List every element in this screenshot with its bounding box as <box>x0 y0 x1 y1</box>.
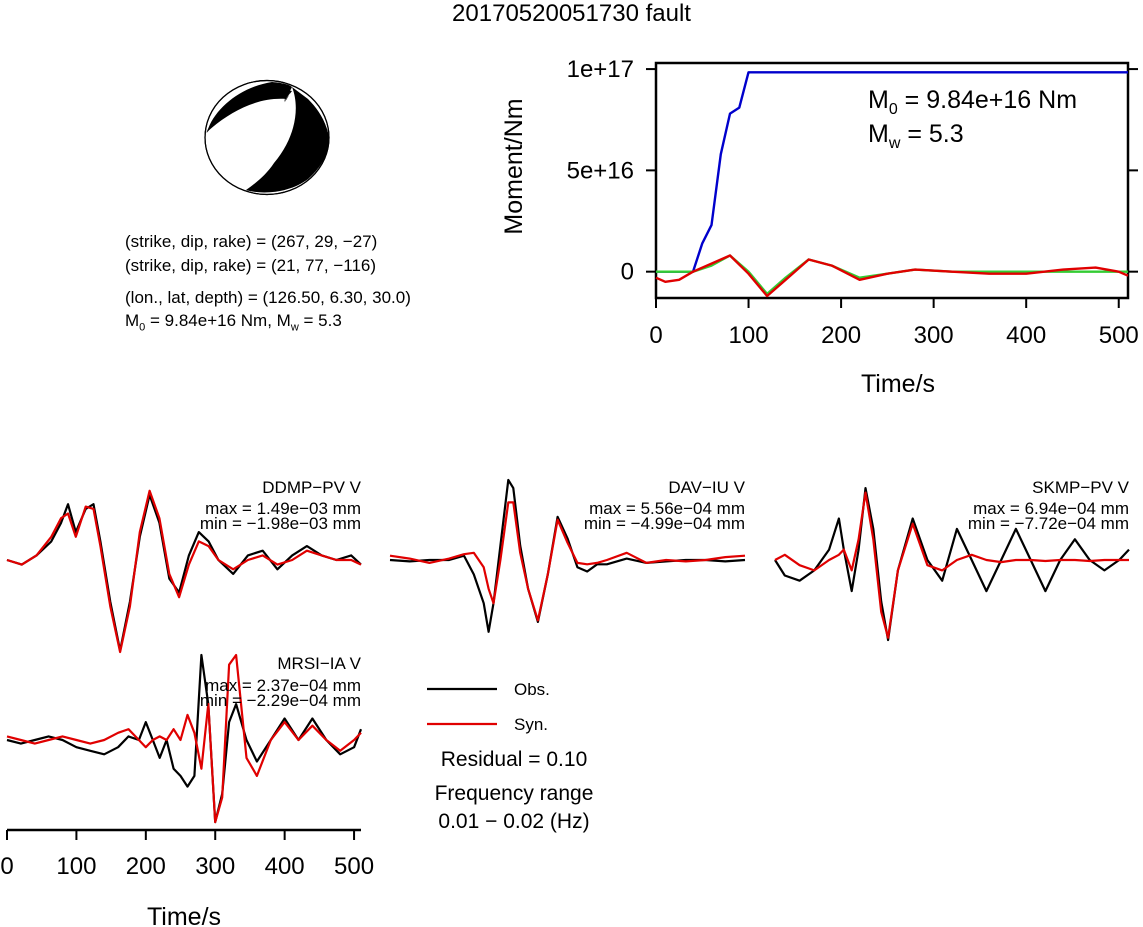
min-label-mrsi: min = −2.29e−04 mm <box>199 691 361 710</box>
moment-m0: M0 = 9.84e+16 Nm <box>868 86 1078 118</box>
nodal-plane-2: (strike, dip, rake) = (21, 77, −116) <box>125 256 377 275</box>
frequency-title: Frequency range <box>434 782 594 805</box>
station-label-ddmp: DDMP−PV V <box>262 478 361 497</box>
beachball-icon <box>204 79 330 196</box>
moment-cumulative-line <box>656 71 1128 273</box>
bottom-xtick-label: 200 <box>126 853 166 880</box>
legend-obs-label: Obs. <box>514 680 550 699</box>
moment-xlabel: Time/s <box>861 370 935 398</box>
station-label-dav: DAV−IU V <box>668 478 745 497</box>
legend-syn-label: Syn. <box>514 715 549 734</box>
wave-skmp-obs-trace <box>774 487 1130 642</box>
min-label-dav: min = −4.99e−04 mm <box>583 514 745 533</box>
bottom-xtick-label: 100 <box>56 853 96 880</box>
station-label-skmp: SKMP−PV V <box>1032 478 1129 497</box>
moment-xtick-label: 500 <box>1099 322 1139 349</box>
max-label-mrsi: max = 2.37e−04 mm <box>205 676 361 695</box>
bottom-xtick-label: 500 <box>334 853 374 880</box>
wave-mrsi-obs-trace <box>6 653 363 824</box>
moment-xtick-label: 300 <box>914 322 954 349</box>
hypocenter-params: (lon., lat, depth) = (126.50, 6.30, 30.0… <box>125 288 411 307</box>
max-label-ddmp: max = 1.49e−03 mm <box>205 499 361 518</box>
nodal-plane-1: (strike, dip, rake) = (267, 29, −27) <box>125 232 378 251</box>
station-label-mrsi: MRSI−IA V <box>277 654 361 673</box>
wave-dav-syn-trace <box>389 501 746 622</box>
bottom-xtick-label: 0 <box>0 853 13 880</box>
moment-frame <box>654 61 1130 300</box>
bottom-xlabel: Time/s <box>147 903 221 927</box>
moment-xtick-label: 100 <box>729 322 769 349</box>
figure-title: 20170520051730 fault <box>452 0 691 27</box>
frequency-range: 0.01 − 0.02 (Hz) <box>438 810 590 833</box>
bottom-xtick-label: 400 <box>265 853 305 880</box>
max-label-skmp: max = 6.94e−04 mm <box>973 499 1129 518</box>
moment-mw: Mw = 5.3 <box>868 120 964 152</box>
moment-rate-line-green <box>656 254 1128 296</box>
wave-skmp-syn-trace <box>774 491 1129 639</box>
max-label-dav: max = 5.56e−04 mm <box>589 499 745 518</box>
min-label-ddmp: min = −1.98e−03 mm <box>199 514 361 533</box>
moment-ylabel: Moment/Nm <box>500 98 528 234</box>
wave-ddmp-syn-trace <box>6 489 362 654</box>
magnitude-params: M0 = 9.84e+16 Nm, Mw = 5.3 <box>125 311 342 334</box>
residual-label: Residual = 0.10 <box>440 748 588 771</box>
moment-ytick-label: 1e+17 <box>567 56 634 83</box>
moment-xtick-label: 400 <box>1006 322 1046 349</box>
moment-rate-line-red <box>655 254 1129 298</box>
moment-ytick-label: 0 <box>621 259 634 286</box>
bottom-xtick-label: 300 <box>195 853 235 880</box>
moment-ytick-label: 5e+16 <box>567 157 634 184</box>
min-label-skmp: min = −7.72e−04 mm <box>967 514 1129 533</box>
moment-xtick-label: 200 <box>821 322 861 349</box>
moment-xtick-label: 0 <box>649 322 662 349</box>
wave-mrsi-syn-trace <box>6 653 362 824</box>
